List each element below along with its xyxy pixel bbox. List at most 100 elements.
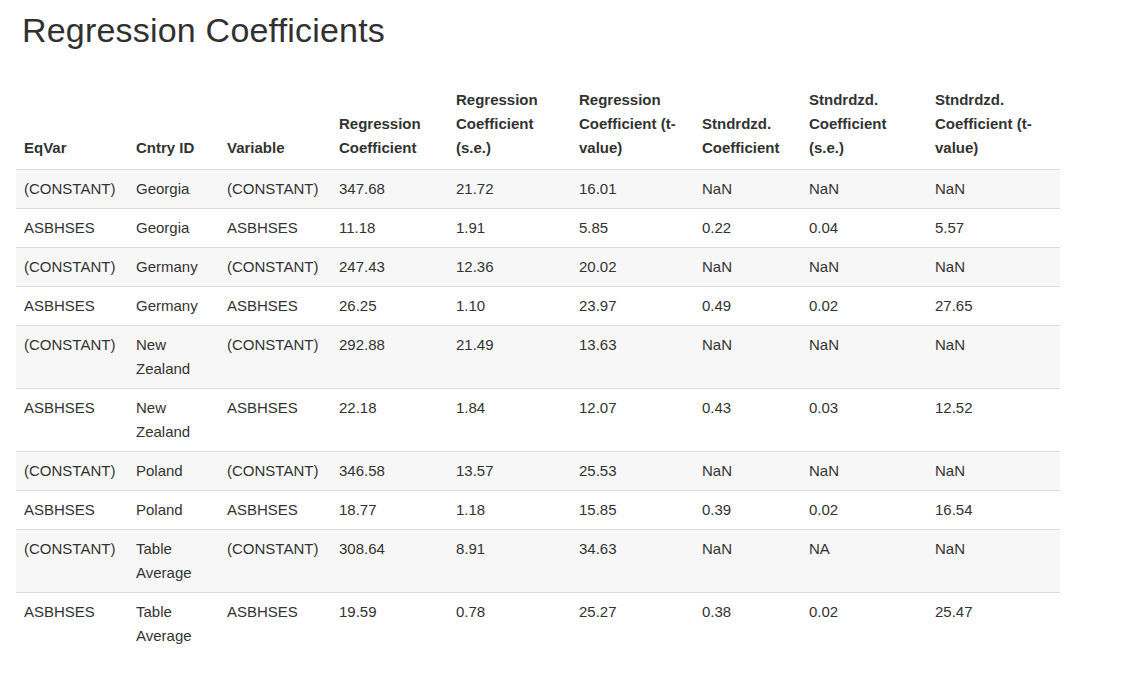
cell-std-coef-t: NaN — [927, 325, 1060, 388]
cell-std-coef: NaN — [694, 169, 801, 208]
cell-std-coef: 0.22 — [694, 208, 801, 247]
cell-std-coef-se: NaN — [801, 325, 927, 388]
cell-std-coef-t: 5.57 — [927, 208, 1060, 247]
cell-reg-coef-se: 0.78 — [448, 592, 571, 655]
cell-cntry-id: Poland — [128, 451, 219, 490]
cell-eqvar: (CONSTANT) — [16, 529, 128, 592]
cell-std-coef: 0.43 — [694, 388, 801, 451]
cell-eqvar: ASBHSES — [16, 286, 128, 325]
cell-reg-coef: 19.59 — [331, 592, 448, 655]
table-row: (CONSTANT)Germany(CONSTANT)247.4312.3620… — [16, 247, 1060, 286]
cell-reg-coef-se: 1.91 — [448, 208, 571, 247]
cell-std-coef: 0.38 — [694, 592, 801, 655]
cell-std-coef-t: 12.52 — [927, 388, 1060, 451]
cell-reg-coef-t: 25.27 — [571, 592, 694, 655]
cell-cntry-id: New Zealand — [128, 388, 219, 451]
column-header-reg-coef-t: Regression Coefficient (t-value) — [571, 81, 694, 170]
cell-reg-coef-se: 1.18 — [448, 490, 571, 529]
cell-std-coef: 0.39 — [694, 490, 801, 529]
cell-eqvar: ASBHSES — [16, 388, 128, 451]
column-header-std-coef: Stndrdzd. Coefficient — [694, 81, 801, 170]
cell-std-coef-se: 0.04 — [801, 208, 927, 247]
cell-eqvar: (CONSTANT) — [16, 169, 128, 208]
cell-eqvar: ASBHSES — [16, 592, 128, 655]
table-row: ASBHSESTable AverageASBHSES19.590.7825.2… — [16, 592, 1060, 655]
cell-cntry-id: Poland — [128, 490, 219, 529]
cell-cntry-id: Georgia — [128, 169, 219, 208]
page-title: Regression Coefficients — [22, 10, 1145, 51]
cell-cntry-id: Germany — [128, 286, 219, 325]
cell-std-coef-se: NaN — [801, 451, 927, 490]
table-row: ASBHSESNew ZealandASBHSES22.181.8412.070… — [16, 388, 1060, 451]
column-header-reg-coef-se: Regression Coefficient (s.e.) — [448, 81, 571, 170]
cell-reg-coef: 308.64 — [331, 529, 448, 592]
cell-reg-coef-se: 1.84 — [448, 388, 571, 451]
column-header-eqvar: EqVar — [16, 81, 128, 170]
cell-eqvar: (CONSTANT) — [16, 247, 128, 286]
cell-reg-coef: 11.18 — [331, 208, 448, 247]
cell-cntry-id: Georgia — [128, 208, 219, 247]
cell-cntry-id: Table Average — [128, 529, 219, 592]
table-row: (CONSTANT)New Zealand(CONSTANT)292.8821.… — [16, 325, 1060, 388]
cell-reg-coef: 347.68 — [331, 169, 448, 208]
cell-reg-coef-se: 21.72 — [448, 169, 571, 208]
column-header-variable: Variable — [219, 81, 331, 170]
cell-variable: ASBHSES — [219, 490, 331, 529]
cell-std-coef: NaN — [694, 529, 801, 592]
cell-reg-coef-t: 13.63 — [571, 325, 694, 388]
cell-std-coef-t: 25.47 — [927, 592, 1060, 655]
column-header-reg-coef: Regression Coefficient — [331, 81, 448, 170]
cell-reg-coef-se: 1.10 — [448, 286, 571, 325]
cell-std-coef-t: NaN — [927, 169, 1060, 208]
cell-reg-coef-t: 20.02 — [571, 247, 694, 286]
table-body: (CONSTANT)Georgia(CONSTANT)347.6821.7216… — [16, 169, 1060, 655]
cell-reg-coef-se: 12.36 — [448, 247, 571, 286]
table-row: (CONSTANT)Georgia(CONSTANT)347.6821.7216… — [16, 169, 1060, 208]
table-row: ASBHSESPolandASBHSES18.771.1815.850.390.… — [16, 490, 1060, 529]
cell-std-coef-se: NA — [801, 529, 927, 592]
cell-reg-coef-t: 25.53 — [571, 451, 694, 490]
cell-reg-coef: 18.77 — [331, 490, 448, 529]
cell-reg-coef-t: 12.07 — [571, 388, 694, 451]
column-header-std-coef-se: Stndrdzd. Coefficient (s.e.) — [801, 81, 927, 170]
cell-reg-coef: 292.88 — [331, 325, 448, 388]
cell-eqvar: ASBHSES — [16, 208, 128, 247]
cell-variable: (CONSTANT) — [219, 529, 331, 592]
cell-std-coef-se: NaN — [801, 169, 927, 208]
column-header-std-coef-t: Stndrdzd. Coefficient (t-value) — [927, 81, 1060, 170]
cell-reg-coef: 26.25 — [331, 286, 448, 325]
cell-std-coef-t: 16.54 — [927, 490, 1060, 529]
cell-reg-coef-t: 16.01 — [571, 169, 694, 208]
cell-reg-coef-se: 21.49 — [448, 325, 571, 388]
cell-eqvar: ASBHSES — [16, 490, 128, 529]
cell-reg-coef-se: 13.57 — [448, 451, 571, 490]
cell-std-coef: 0.49 — [694, 286, 801, 325]
cell-variable: (CONSTANT) — [219, 451, 331, 490]
cell-reg-coef-t: 34.63 — [571, 529, 694, 592]
cell-cntry-id: Germany — [128, 247, 219, 286]
cell-reg-coef: 346.58 — [331, 451, 448, 490]
cell-reg-coef-t: 15.85 — [571, 490, 694, 529]
cell-variable: ASBHSES — [219, 388, 331, 451]
cell-reg-coef-t: 5.85 — [571, 208, 694, 247]
regression-coefficients-table: EqVarCntry IDVariableRegression Coeffici… — [16, 81, 1060, 655]
cell-eqvar: (CONSTANT) — [16, 325, 128, 388]
cell-reg-coef-se: 8.91 — [448, 529, 571, 592]
cell-reg-coef: 22.18 — [331, 388, 448, 451]
cell-std-coef-t: NaN — [927, 529, 1060, 592]
cell-variable: (CONSTANT) — [219, 325, 331, 388]
table-row: ASBHSESGeorgiaASBHSES11.181.915.850.220.… — [16, 208, 1060, 247]
cell-std-coef: NaN — [694, 325, 801, 388]
cell-eqvar: (CONSTANT) — [16, 451, 128, 490]
cell-std-coef-t: NaN — [927, 451, 1060, 490]
cell-std-coef-se: 0.03 — [801, 388, 927, 451]
column-header-cntry-id: Cntry ID — [128, 81, 219, 170]
cell-cntry-id: New Zealand — [128, 325, 219, 388]
table-header: EqVarCntry IDVariableRegression Coeffici… — [16, 81, 1060, 170]
cell-variable: (CONSTANT) — [219, 247, 331, 286]
cell-std-coef-t: 27.65 — [927, 286, 1060, 325]
cell-variable: (CONSTANT) — [219, 169, 331, 208]
cell-variable: ASBHSES — [219, 592, 331, 655]
table-row: (CONSTANT)Table Average(CONSTANT)308.648… — [16, 529, 1060, 592]
cell-cntry-id: Table Average — [128, 592, 219, 655]
